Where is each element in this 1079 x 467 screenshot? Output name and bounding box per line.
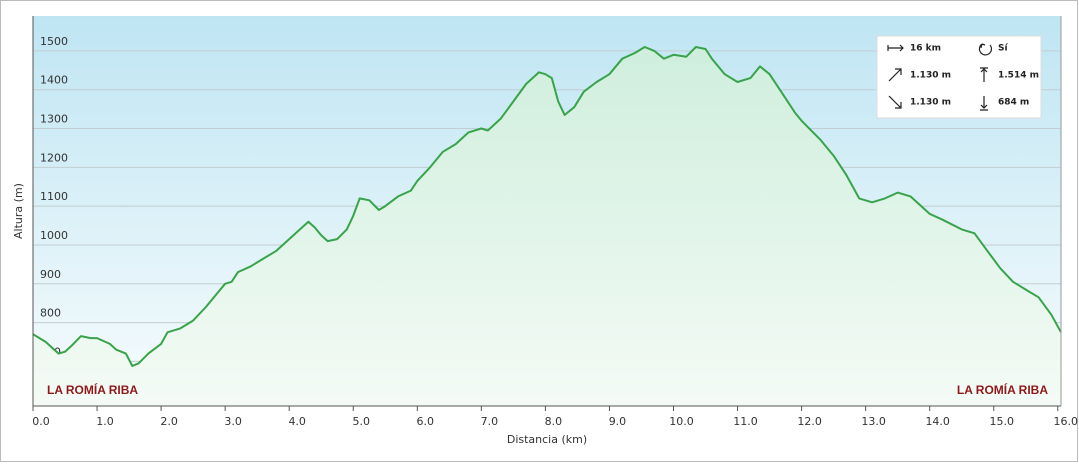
x-tick-label: 11.0 xyxy=(733,415,758,428)
x-tick-label: 12.0 xyxy=(797,415,822,428)
x-tick-label: 13.0 xyxy=(861,415,886,428)
x-axis-label: Distancia (km) xyxy=(507,433,587,446)
stats-box: 16 km Sí 1.130 m 1.514 m 1.130 m 684 m xyxy=(876,35,1042,119)
start-label: LA ROMÍA RIBA xyxy=(47,382,138,397)
end-label: LA ROMÍA RIBA xyxy=(957,382,1048,397)
y-tick-label: 1000 xyxy=(40,229,68,242)
y-tick-label: 1500 xyxy=(40,35,68,48)
stat-max: 1.514 m xyxy=(998,71,1039,81)
y-tick-label: 1200 xyxy=(40,151,68,164)
y-tick-label: 1300 xyxy=(40,113,68,126)
stat-min: 684 m xyxy=(998,98,1029,108)
x-tick-label: 5.0 xyxy=(352,415,370,428)
x-tick-label: 3.0 xyxy=(224,415,242,428)
x-tick-label: 9.0 xyxy=(609,415,627,428)
x-tick-label: 0.0 xyxy=(32,415,50,428)
stat-descent: 1.130 m xyxy=(910,98,951,108)
x-tick-label: 14.0 xyxy=(925,415,950,428)
x-tick-label: 4.0 xyxy=(288,415,306,428)
x-tick-label: 7.0 xyxy=(481,415,499,428)
y-tick-label: 800 xyxy=(40,307,61,320)
x-tick-label: 1.0 xyxy=(96,415,114,428)
x-tick-label: 15.0 xyxy=(989,415,1014,428)
stat-distance: 16 km xyxy=(910,44,941,54)
stats-icons xyxy=(887,43,993,111)
y-tick-label: 900 xyxy=(40,268,61,281)
y-tick-label: 1100 xyxy=(40,190,68,203)
y-axis-label: Altura (m) xyxy=(12,183,25,239)
x-tick-label: 10.0 xyxy=(669,415,694,428)
x-tick-label: 16.0 xyxy=(1054,415,1079,428)
elevation-line xyxy=(32,46,1062,367)
x-tick-label: 8.0 xyxy=(545,415,563,428)
area-fill xyxy=(33,47,1061,406)
stat-ascent: 1.130 m xyxy=(910,71,951,81)
y-tick-label: 1400 xyxy=(40,74,68,87)
x-tick-label: 6.0 xyxy=(417,415,435,428)
x-tick-label: 2.0 xyxy=(160,415,178,428)
stats-background xyxy=(876,35,1042,119)
stat-loop: Sí xyxy=(998,44,1008,54)
